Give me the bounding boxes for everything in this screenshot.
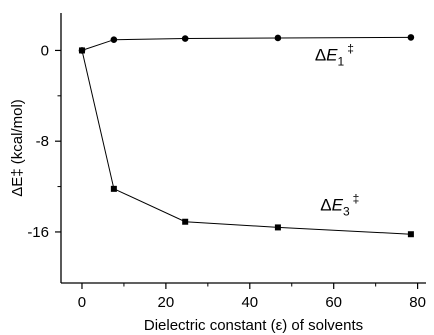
data-point-square [182,219,188,225]
x-axis-title: Dielectric constant (ε) of solvents [144,317,363,334]
x-tick-label: 80 [409,294,426,311]
series-label-1: ΔE1‡ [315,42,354,69]
data-point-square [79,47,85,53]
data-point-circle [275,35,282,42]
y-tick-label: -8 [36,133,49,150]
series-label-2: ΔE3‡ [320,191,359,218]
series-line-1 [82,37,411,50]
labels-layer: Dielectric constant (ε) of solvents ΔE‡ (… [9,42,363,334]
data-point-square [408,231,414,237]
x-tick-label: 60 [325,294,342,311]
x-tick-label: 40 [241,294,258,311]
series-layer [79,34,415,237]
series-line-2 [82,50,411,234]
data-point-square [111,186,117,192]
y-tick-label: -16 [27,224,49,241]
data-point-circle [182,35,189,42]
x-tick-label: 20 [158,294,175,311]
data-point-circle [111,36,118,43]
data-point-square [275,224,281,230]
x-tick-label: 0 [78,294,86,311]
y-axis-title: ΔE‡ (kcal/mol) [9,99,26,197]
data-point-circle [408,34,415,41]
axes: 0 20 40 60 80 0 -8 -16 [27,13,426,311]
y-tick-label: 0 [41,42,49,59]
